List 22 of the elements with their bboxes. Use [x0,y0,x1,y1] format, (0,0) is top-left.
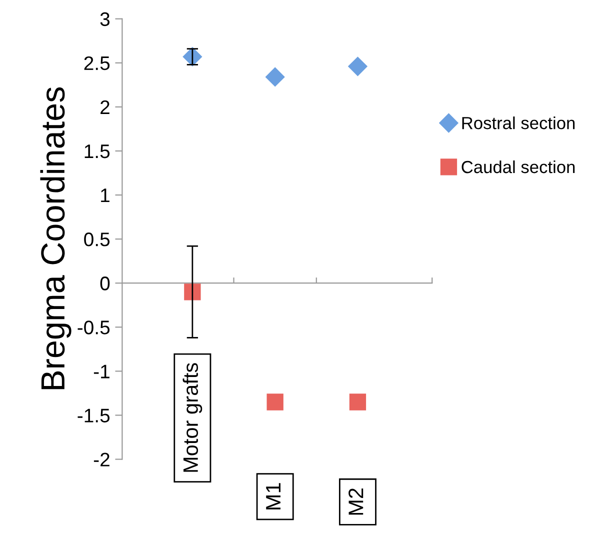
point [184,284,201,300]
point [348,56,368,76]
y-tick-label: 1 [101,188,110,202]
x-tick-label: Motor grafts [182,363,202,472]
y-tick-label: 2.5 [84,56,110,70]
y-tick-label: 3 [100,12,110,26]
y-tick-label: 2 [100,100,110,114]
y-tick-label: 1.5 [84,144,110,158]
y-axis-title: Bregma Coordinates [40,87,72,390]
point [349,394,366,410]
point [266,67,285,87]
y-tick-label: -1 [94,364,110,378]
x-tick-label: M1 [266,483,280,510]
x-tick-label: M2 [348,488,364,515]
y-tick-label: 0 [100,276,110,290]
y-tick-label: 0.5 [84,232,110,246]
y-tick-label: -2 [94,452,110,466]
legend-label: Caudal section [462,160,575,174]
legend-label: Rostral section [462,116,575,130]
y-tick-label: -0.5 [78,320,110,334]
y-tick-label: -1.5 [78,408,110,422]
point [266,394,284,410]
